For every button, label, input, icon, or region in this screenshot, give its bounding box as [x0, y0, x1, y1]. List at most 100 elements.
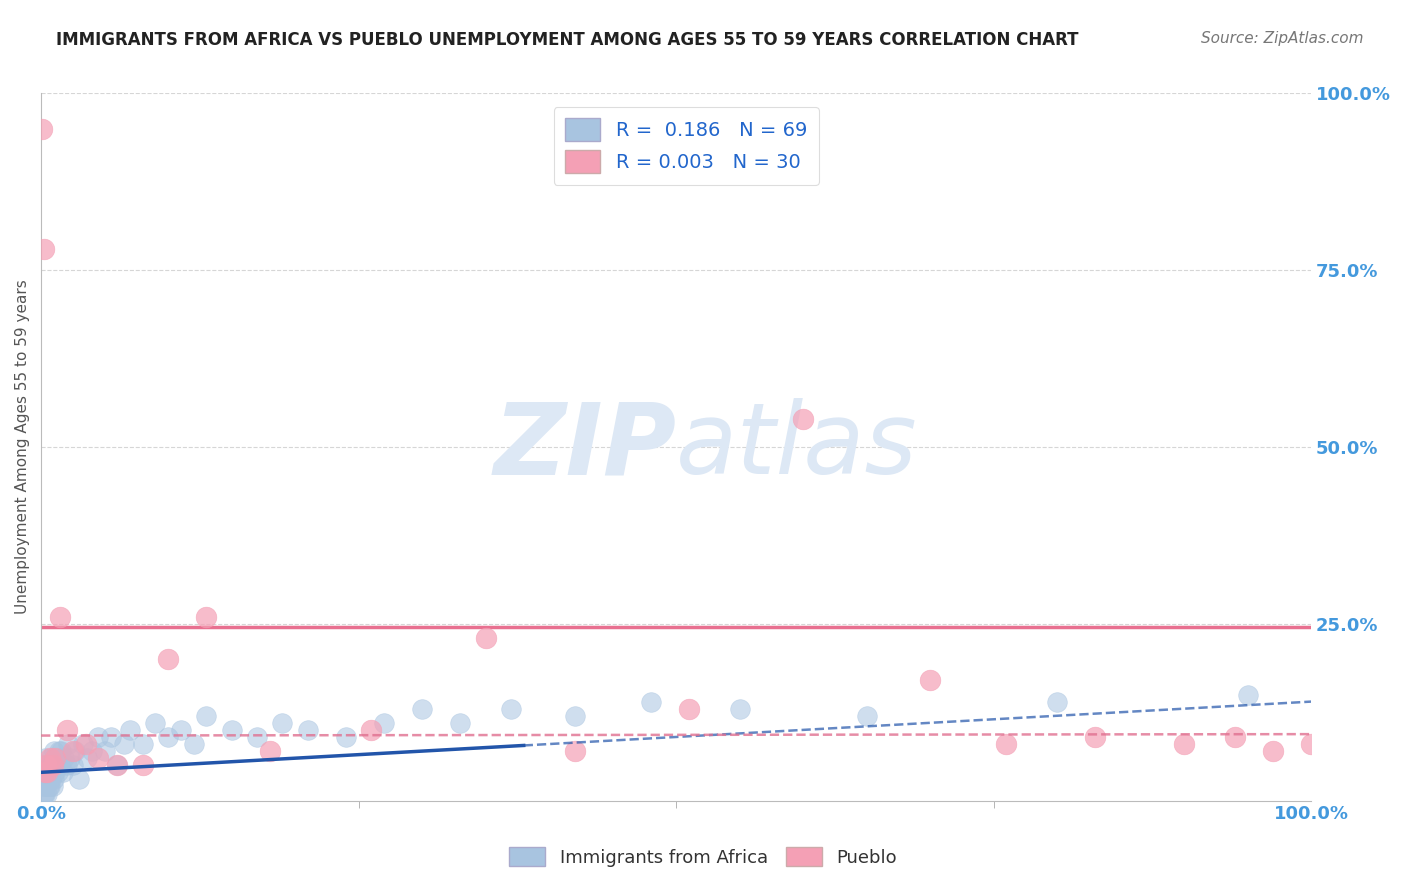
Point — [62, 758, 84, 772]
Point — [52, 751, 75, 765]
Point — [35, 772, 58, 787]
Point — [32, 758, 55, 772]
Point — [59, 751, 82, 765]
Point — [360, 723, 382, 737]
Point — [995, 737, 1018, 751]
Point — [564, 744, 586, 758]
Point — [32, 772, 55, 787]
Point — [42, 744, 65, 758]
Legend: Immigrants from Africa, Pueblo: Immigrants from Africa, Pueblo — [502, 840, 904, 874]
Point — [93, 744, 115, 758]
Point — [640, 695, 662, 709]
Point — [183, 737, 205, 751]
Point — [49, 758, 72, 772]
Point — [87, 751, 110, 765]
Text: IMMIGRANTS FROM AFRICA VS PUEBLO UNEMPLOYMENT AMONG AGES 55 TO 59 YEARS CORRELAT: IMMIGRANTS FROM AFRICA VS PUEBLO UNEMPLO… — [56, 31, 1078, 49]
Point — [1173, 737, 1195, 751]
Point — [37, 772, 59, 787]
Point — [1301, 737, 1323, 751]
Point — [34, 780, 56, 794]
Point — [195, 708, 218, 723]
Point — [35, 758, 58, 772]
Point — [118, 723, 141, 737]
Legend: R =  0.186   N = 69, R = 0.003   N = 30: R = 0.186 N = 69, R = 0.003 N = 30 — [554, 107, 818, 185]
Point — [105, 758, 128, 772]
Point — [335, 730, 357, 744]
Point — [62, 744, 84, 758]
Point — [132, 758, 155, 772]
Point — [38, 765, 60, 780]
Point — [271, 715, 294, 730]
Point — [297, 723, 319, 737]
Point — [564, 708, 586, 723]
Point — [1261, 744, 1284, 758]
Point — [48, 744, 70, 758]
Point — [39, 751, 62, 765]
Point — [39, 772, 62, 787]
Point — [449, 715, 471, 730]
Text: atlas: atlas — [676, 399, 918, 495]
Point — [31, 780, 53, 794]
Point — [132, 737, 155, 751]
Point — [34, 765, 56, 780]
Point — [65, 744, 87, 758]
Point — [920, 673, 942, 688]
Point — [37, 765, 59, 780]
Point — [39, 780, 62, 794]
Point — [34, 765, 56, 780]
Point — [157, 652, 180, 666]
Point — [195, 609, 218, 624]
Point — [100, 730, 122, 744]
Point — [1084, 730, 1107, 744]
Point — [76, 751, 98, 765]
Text: Source: ZipAtlas.com: Source: ZipAtlas.com — [1201, 31, 1364, 46]
Point — [246, 730, 269, 744]
Point — [51, 744, 73, 758]
Point — [80, 744, 103, 758]
Point — [34, 751, 56, 765]
Point — [37, 787, 59, 801]
Point — [39, 751, 62, 765]
Point — [1046, 695, 1069, 709]
Point — [157, 730, 180, 744]
Point — [72, 737, 94, 751]
Point — [55, 723, 77, 737]
Point — [170, 723, 193, 737]
Point — [373, 715, 395, 730]
Point — [46, 765, 69, 780]
Point — [34, 787, 56, 801]
Point — [45, 751, 67, 765]
Point — [145, 715, 167, 730]
Point — [728, 701, 751, 715]
Point — [38, 780, 60, 794]
Point — [474, 631, 496, 645]
Point — [1236, 688, 1258, 702]
Point — [499, 701, 522, 715]
Point — [41, 758, 63, 772]
Point — [67, 772, 90, 787]
Point — [37, 765, 59, 780]
Point — [41, 780, 63, 794]
Point — [112, 737, 135, 751]
Point — [105, 758, 128, 772]
Point — [32, 787, 55, 801]
Point — [259, 744, 281, 758]
Point — [35, 780, 58, 794]
Text: ZIP: ZIP — [494, 399, 676, 495]
Point — [44, 765, 66, 780]
Point — [1223, 730, 1246, 744]
Point — [35, 758, 58, 772]
Y-axis label: Unemployment Among Ages 55 to 59 years: Unemployment Among Ages 55 to 59 years — [15, 279, 30, 615]
Point — [678, 701, 700, 715]
Point — [52, 765, 75, 780]
Point — [411, 701, 433, 715]
Point — [855, 708, 877, 723]
Point — [792, 411, 814, 425]
Point — [55, 758, 77, 772]
Point — [87, 730, 110, 744]
Point — [44, 751, 66, 765]
Point — [49, 609, 72, 624]
Point — [31, 772, 53, 787]
Point — [32, 242, 55, 256]
Point — [75, 737, 97, 751]
